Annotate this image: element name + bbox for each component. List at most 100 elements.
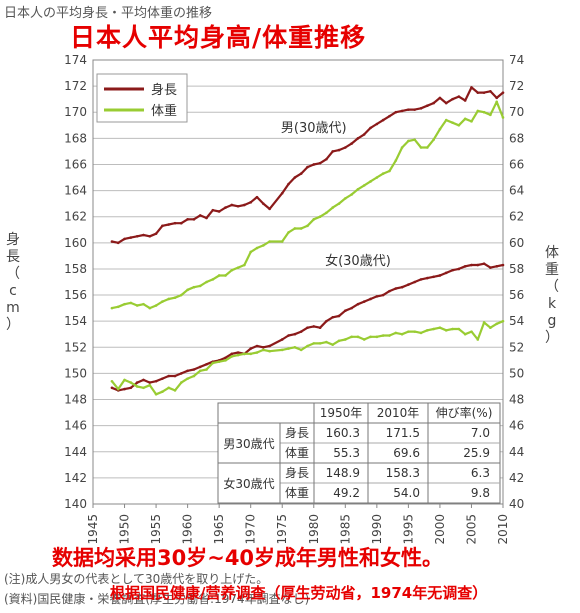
- x-tick-label: 1950: [118, 514, 132, 545]
- data-point: [426, 329, 429, 332]
- data-point: [116, 387, 120, 391]
- table-cell-rate: 6.3: [471, 466, 490, 480]
- data-point: [148, 381, 152, 384]
- right-axis-ticks: 40 42 44 46 48 50 52 54 56 58 60 62 64 66 68 70 72 74: [509, 53, 524, 511]
- y-tick-left: 168: [64, 131, 87, 145]
- data-point: [135, 234, 139, 238]
- data-point: [325, 211, 328, 215]
- data-point: [230, 352, 234, 356]
- y-tick-left: 154: [64, 314, 87, 328]
- data-point: [154, 379, 158, 383]
- table-cell-1950: 148.9: [326, 466, 360, 480]
- x-tick-label: 2005: [464, 514, 478, 545]
- data-point: [129, 301, 133, 305]
- data-point: [205, 362, 208, 366]
- table-cell-item: 体重: [285, 486, 309, 500]
- data-point: [268, 349, 271, 353]
- table-cell-2010: 158.3: [386, 466, 420, 480]
- data-point: [135, 304, 139, 307]
- data-point: [495, 322, 498, 326]
- data-point: [249, 250, 252, 254]
- data-point: [249, 352, 252, 356]
- data-point: [268, 240, 271, 243]
- data-point: [180, 372, 183, 375]
- overlay-source: 根据国民健康/营养调查（厚生劳动省，1974年无调查）: [110, 584, 488, 602]
- y-tick-left: 148: [64, 393, 87, 407]
- data-point: [375, 176, 379, 179]
- data-point: [186, 218, 189, 221]
- data-point: [224, 274, 227, 277]
- data-point: [426, 146, 429, 149]
- x-tick-label: 1995: [401, 514, 415, 545]
- data-point: [217, 210, 221, 213]
- data-point: [489, 326, 492, 330]
- data-point: [426, 276, 429, 280]
- data-point: [318, 215, 322, 219]
- data-point: [167, 374, 170, 378]
- y-tick-right: 62: [509, 210, 524, 224]
- data-point: [438, 274, 442, 277]
- data-point: [123, 378, 126, 382]
- data-point: [123, 237, 126, 241]
- data-point: [299, 172, 303, 175]
- data-point: [255, 195, 259, 199]
- data-point: [173, 296, 177, 299]
- data-point: [161, 390, 164, 393]
- y-tick-right: 60: [509, 236, 524, 250]
- y-tick-left: 156: [64, 288, 87, 302]
- table-cell-1950: 160.3: [326, 426, 360, 440]
- data-point: [501, 91, 505, 94]
- x-tick-label: 1970: [244, 514, 258, 545]
- overlay-title: 日本人平均身高/体重推移: [70, 23, 367, 52]
- data-point: [457, 267, 461, 271]
- data-point: [331, 343, 334, 346]
- y-tick-left: 150: [64, 366, 87, 380]
- data-point: [413, 108, 416, 111]
- y-tick-left: 160: [64, 236, 87, 250]
- data-point: [444, 101, 448, 105]
- data-point: [268, 207, 271, 211]
- data-point: [476, 91, 480, 94]
- y-tick-right: 52: [509, 340, 524, 354]
- data-point: [224, 356, 227, 360]
- data-point: [142, 302, 145, 306]
- data-point: [407, 330, 410, 333]
- data-point: [482, 91, 486, 94]
- data-point: [394, 287, 398, 290]
- y-axis-label-left: 身長（c m）: [6, 232, 20, 333]
- y-tick-left: 170: [64, 105, 87, 119]
- y-tick-left: 172: [64, 79, 87, 93]
- y-tick-left: 146: [64, 419, 87, 433]
- data-point: [419, 107, 423, 110]
- data-point: [192, 218, 196, 221]
- data-point: [312, 218, 316, 221]
- data-point: [350, 142, 353, 145]
- table-cell-item: 体重: [285, 446, 309, 460]
- data-point: [375, 122, 379, 126]
- data-point: [394, 110, 398, 114]
- data-point: [394, 159, 398, 162]
- data-point: [211, 278, 215, 281]
- data-point: [236, 204, 240, 208]
- y-tick-right: 54: [509, 314, 524, 328]
- data-point: [249, 201, 252, 204]
- data-point: [400, 285, 404, 289]
- data-point: [306, 326, 309, 330]
- data-point: [198, 214, 202, 217]
- data-point: [451, 268, 454, 272]
- data-point: [438, 326, 442, 330]
- data-point: [407, 139, 410, 143]
- data-point: [236, 266, 240, 269]
- x-tick-label: 1990: [370, 514, 384, 545]
- data-point: [299, 227, 303, 230]
- data-point: [123, 387, 126, 391]
- chart-annotations: 男(30歳代) 女(30歳代): [281, 121, 391, 269]
- table-cell-1950: 49.2: [333, 486, 360, 500]
- data-point: [400, 109, 404, 113]
- data-point: [186, 369, 189, 373]
- data-point: [501, 319, 505, 323]
- data-point: [243, 352, 246, 356]
- data-point: [444, 118, 448, 122]
- data-point: [236, 353, 240, 357]
